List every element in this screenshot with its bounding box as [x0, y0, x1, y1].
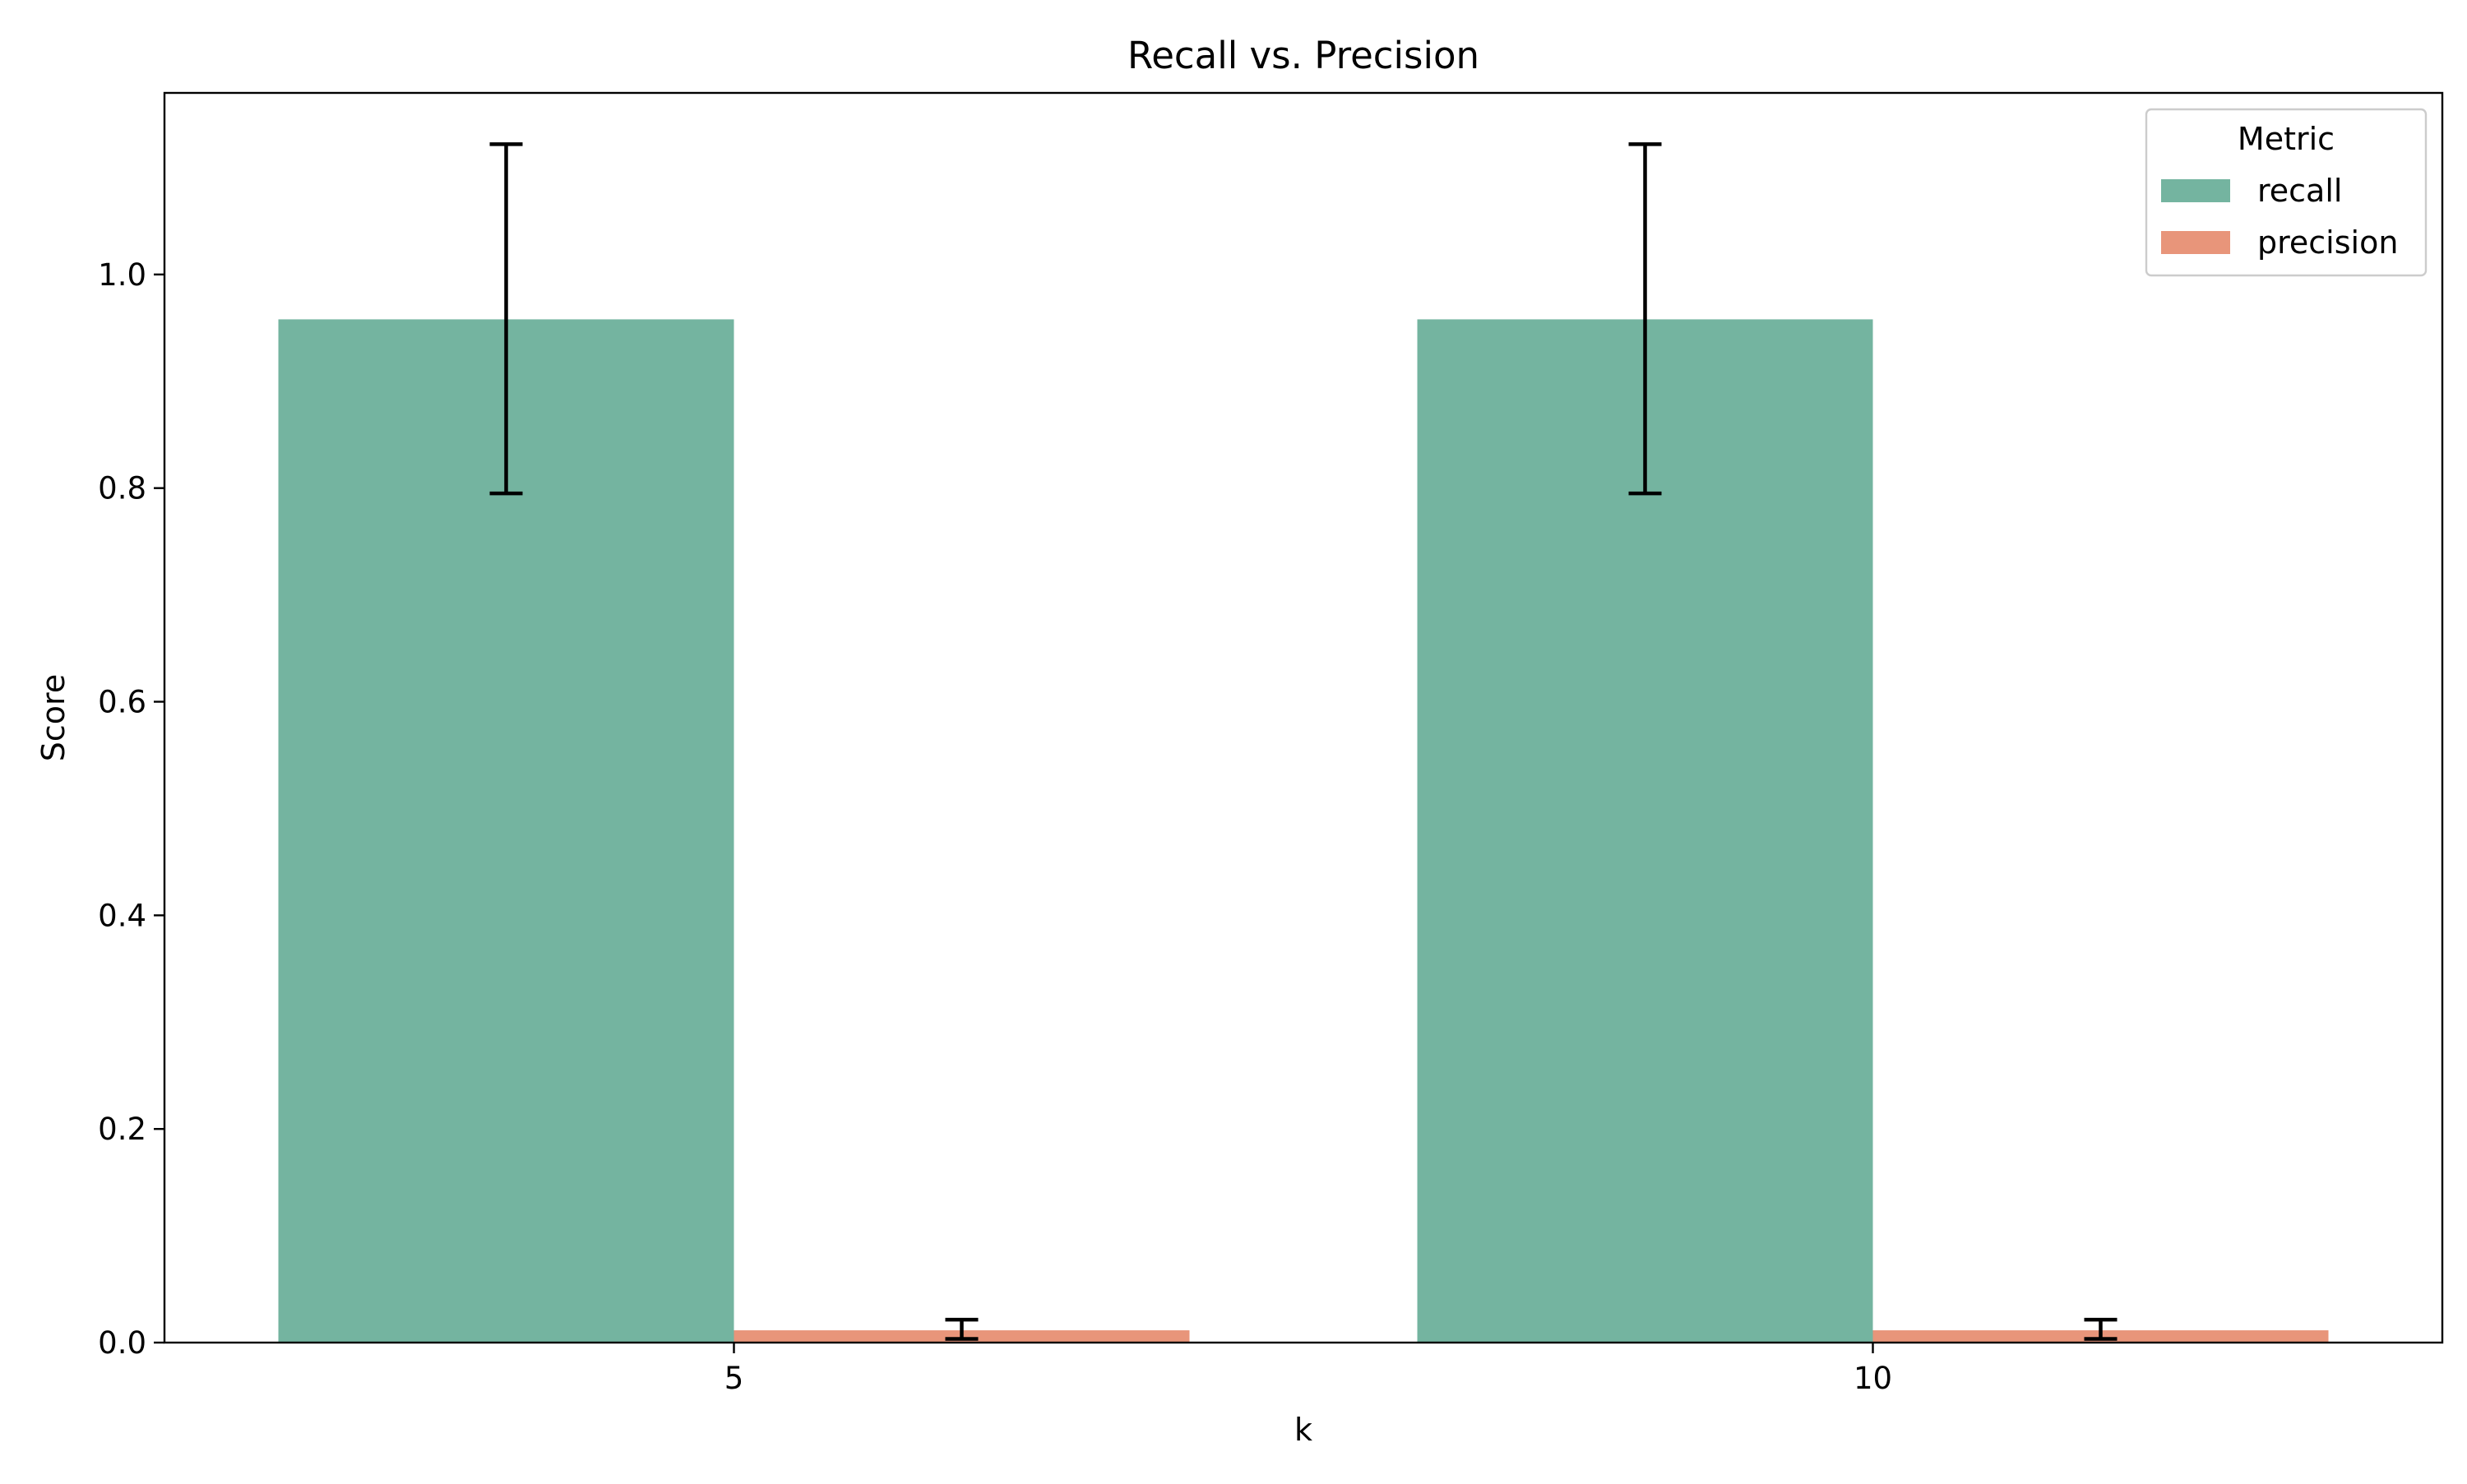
- x-axis-label: k: [1294, 1412, 1312, 1448]
- legend-swatch-precision: [2161, 231, 2230, 254]
- legend-swatch-recall: [2161, 179, 2230, 202]
- y-axis: 0.0 0.2 0.4 0.6 0.8 1.0: [98, 257, 164, 1361]
- error-bar-recall-k10: [1628, 142, 1662, 496]
- x-axis: 5 10: [724, 1343, 1892, 1396]
- legend-item-precision: precision: [2161, 224, 2398, 261]
- x-tick-label: 5: [724, 1361, 744, 1396]
- error-bar-precision-k5: [945, 1317, 979, 1341]
- legend-title: Metric: [2238, 121, 2335, 157]
- y-tick-label: 0.2: [98, 1112, 146, 1147]
- y-tick-label: 0.6: [98, 685, 146, 720]
- y-tick-label: 1.0: [98, 257, 146, 293]
- error-bar-recall-k5: [489, 142, 523, 496]
- plot-frame: [163, 91, 2444, 1344]
- chart-title: Recall vs. Precision: [1127, 34, 1479, 77]
- y-axis-label: Score: [35, 674, 72, 761]
- legend: Metric recall precision: [2145, 108, 2428, 277]
- legend-label-recall: recall: [2257, 173, 2342, 209]
- legend-label-precision: precision: [2257, 224, 2398, 261]
- x-tick-label: 10: [1854, 1361, 1892, 1396]
- y-tick-label: 0.0: [98, 1325, 146, 1361]
- legend-items: recall precision: [2161, 173, 2398, 261]
- legend-item-recall: recall: [2161, 173, 2342, 209]
- y-tick-label: 0.4: [98, 898, 146, 933]
- error-bar-precision-k10: [2084, 1317, 2118, 1341]
- y-tick-label: 0.8: [98, 471, 146, 506]
- error-bars-layer: [489, 142, 2118, 1341]
